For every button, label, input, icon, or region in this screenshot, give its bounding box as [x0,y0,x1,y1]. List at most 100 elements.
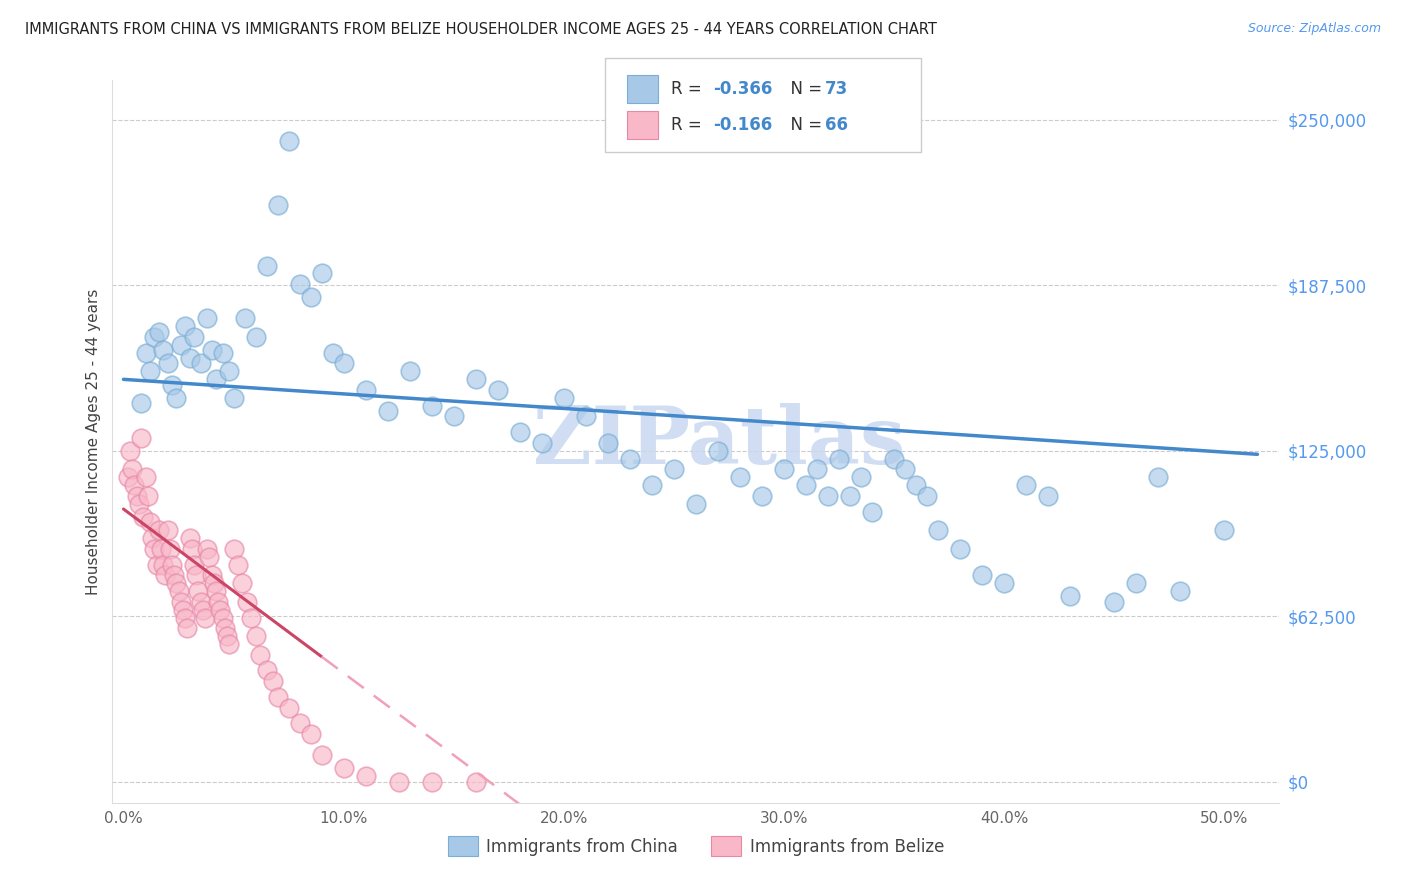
Point [148,523,170,537]
Point [311,267,333,281]
Point [596,435,619,450]
Point [1213,523,1236,537]
Point [249,648,271,662]
Point [288,716,311,731]
Point [993,576,1015,591]
Point [1125,576,1147,591]
Point [186,568,208,582]
Point [156,356,179,370]
Point [860,505,883,519]
Point [198,549,221,564]
Point [619,451,641,466]
Point [849,470,872,484]
Point [120,443,142,458]
Point [1059,590,1081,604]
Point [163,568,186,582]
Point [134,346,156,360]
Point [1015,478,1038,492]
Point [136,489,159,503]
Point [530,435,553,450]
Point [218,637,240,651]
Point [266,197,288,211]
Point [773,462,796,476]
Point [205,372,228,386]
Point [332,761,354,775]
Point [226,558,249,572]
Point [125,489,148,503]
Point [420,774,443,789]
Point [354,769,377,783]
Point [398,364,420,378]
Point [148,325,170,339]
Point [354,383,377,397]
Point [1104,595,1126,609]
Point [256,259,278,273]
Legend: Immigrants from China, Immigrants from Belize: Immigrants from China, Immigrants from B… [441,830,950,863]
Point [266,690,288,704]
Text: IMMIGRANTS FROM CHINA VS IMMIGRANTS FROM BELIZE HOUSEHOLDER INCOME AGES 25 - 44 : IMMIGRANTS FROM CHINA VS IMMIGRANTS FROM… [25,22,938,37]
Point [190,595,212,609]
Point [165,391,187,405]
Point [553,391,575,405]
Point [129,431,152,445]
Point [160,558,183,572]
Point [195,541,218,556]
Point [277,134,299,148]
Point [299,727,322,741]
Point [322,346,344,360]
Point [262,674,284,689]
Point [149,541,172,556]
Point [160,377,183,392]
Point [236,595,259,609]
Point [124,478,146,492]
Point [211,346,233,360]
Point [143,541,166,556]
Point [1147,470,1170,484]
Point [156,523,179,537]
Text: N =: N = [780,80,828,98]
Point [143,330,166,344]
Point [190,356,212,370]
Point [894,462,917,476]
Point [949,541,972,556]
Point [209,602,232,616]
Point [202,576,225,591]
Point [377,404,399,418]
Point [240,610,263,624]
Point [256,664,278,678]
Point [707,443,730,458]
Point [187,584,209,599]
Point [245,629,267,643]
Point [200,343,222,358]
Point [141,531,163,545]
Point [288,277,311,291]
Point [194,610,217,624]
Point [575,409,598,424]
Point [388,774,411,789]
Point [245,330,267,344]
Text: -0.366: -0.366 [713,80,772,98]
Point [139,364,162,378]
Point [211,610,233,624]
Point [174,610,197,624]
Point [927,523,949,537]
Text: N =: N = [780,116,828,134]
Point [1170,584,1192,599]
Point [420,399,443,413]
Point [132,510,155,524]
Point [152,558,174,572]
Point [134,470,156,484]
Point [839,489,862,503]
Text: ZIPatlas: ZIPatlas [533,402,905,481]
Point [159,541,181,556]
Point [129,396,152,410]
Point [218,364,240,378]
Text: -0.166: -0.166 [713,116,772,134]
Point [183,558,205,572]
Point [183,330,205,344]
Point [222,391,245,405]
Text: R =: R = [671,80,707,98]
Point [170,338,193,352]
Point [662,462,685,476]
Point [233,311,256,326]
